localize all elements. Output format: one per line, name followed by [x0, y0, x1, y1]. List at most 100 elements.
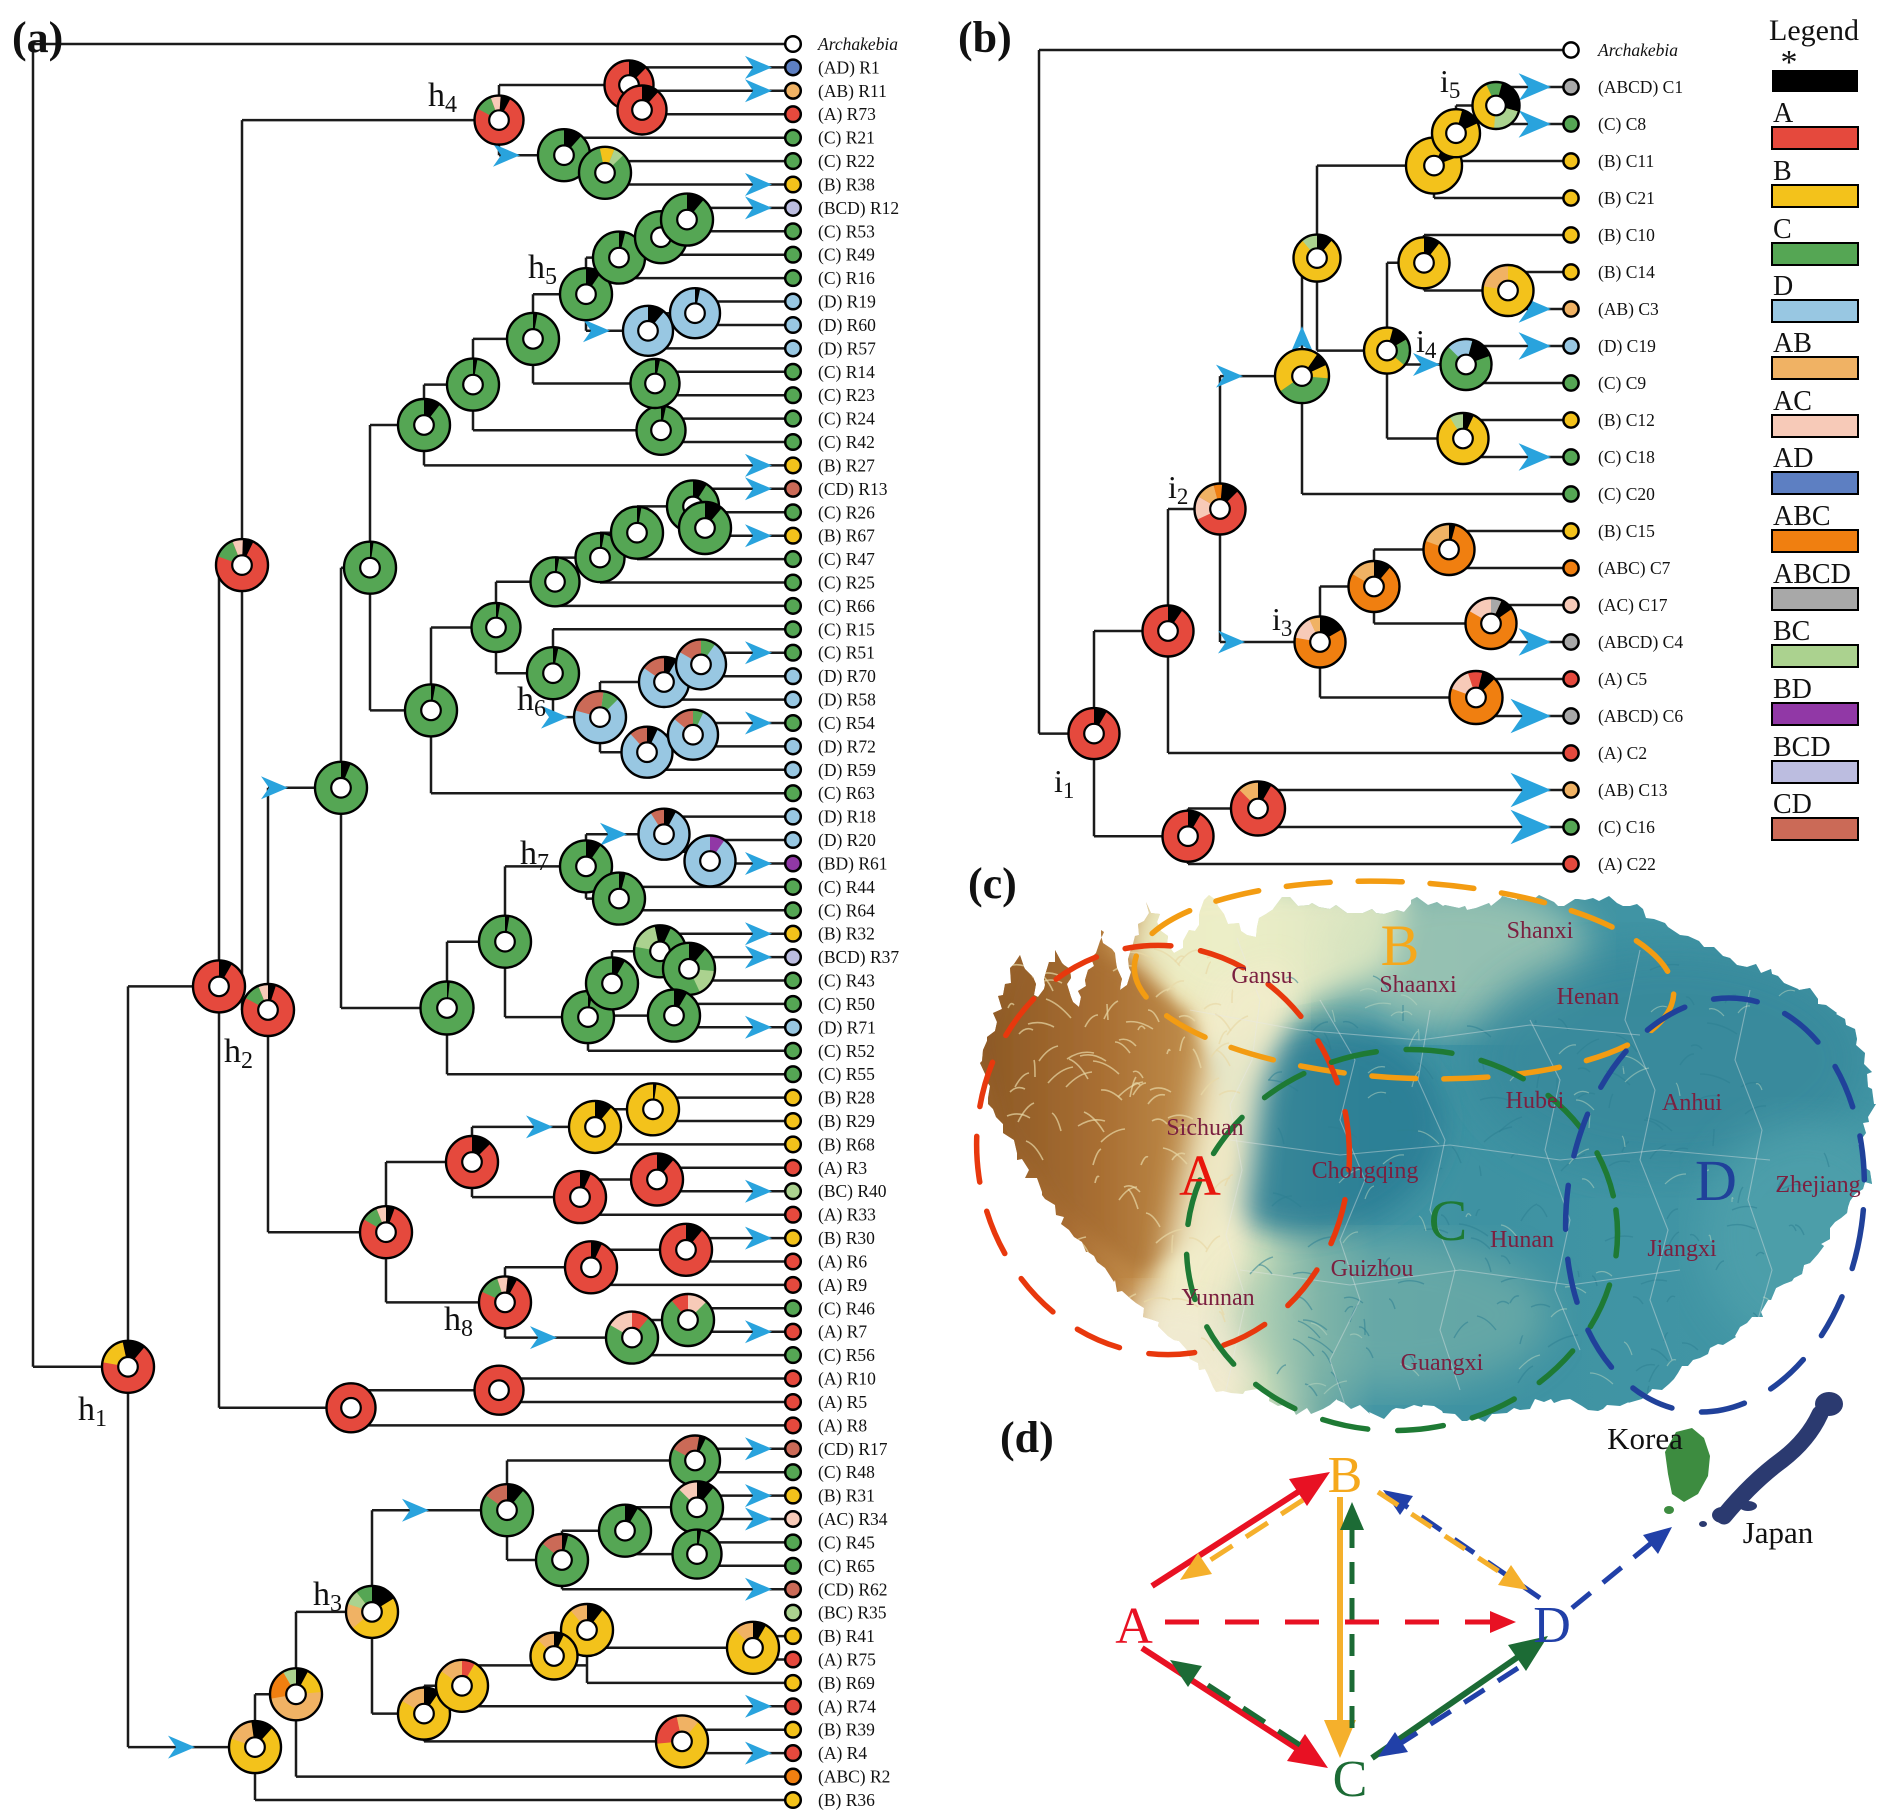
svg-text:BC: BC — [1773, 616, 1810, 647]
svg-text:(C) R55: (C) R55 — [818, 1064, 875, 1084]
svg-text:(C) R44: (C) R44 — [818, 877, 875, 897]
svg-text:(C) R22: (C) R22 — [818, 151, 875, 171]
svg-text:(C) R21: (C) R21 — [818, 128, 875, 148]
svg-text:Chongqing: Chongqing — [1312, 1158, 1419, 1184]
svg-text:BCD: BCD — [1773, 732, 1831, 763]
svg-text:(C) R56: (C) R56 — [818, 1345, 875, 1365]
svg-text:Guangxi: Guangxi — [1401, 1350, 1484, 1376]
svg-text:B: B — [1381, 913, 1420, 978]
svg-text:B: B — [1328, 1447, 1363, 1504]
svg-text:Gansu: Gansu — [1231, 963, 1292, 989]
svg-text:(C) R43: (C) R43 — [818, 971, 875, 991]
svg-text:(C) R23: (C) R23 — [818, 385, 875, 405]
svg-text:(C) R52: (C) R52 — [818, 1041, 875, 1061]
svg-text:Zhejiang: Zhejiang — [1775, 1172, 1860, 1198]
svg-text:(A) R74: (A) R74 — [818, 1696, 876, 1716]
svg-text:(B) R31: (B) R31 — [818, 1486, 875, 1506]
svg-text:ABC: ABC — [1773, 501, 1831, 532]
svg-text:Korea: Korea — [1607, 1421, 1683, 1456]
svg-text:(D) R72: (D) R72 — [818, 736, 876, 756]
svg-text:h4: h4 — [428, 77, 457, 118]
svg-text:(C) C20: (C) C20 — [1598, 484, 1655, 504]
svg-text:(B) R39: (B) R39 — [818, 1720, 875, 1740]
svg-text:C: C — [1773, 214, 1792, 245]
svg-text:(C) R51: (C) R51 — [818, 643, 875, 663]
svg-text:(B) R29: (B) R29 — [818, 1111, 875, 1131]
svg-text:(B) C15: (B) C15 — [1598, 521, 1655, 541]
svg-text:(d): (d) — [1000, 1413, 1054, 1462]
svg-text:(A) R75: (A) R75 — [818, 1650, 876, 1670]
svg-text:(A) R9: (A) R9 — [818, 1275, 867, 1295]
svg-text:D: D — [1533, 1597, 1571, 1654]
svg-text:(A) R7: (A) R7 — [818, 1322, 867, 1342]
svg-text:A: A — [1179, 1143, 1221, 1208]
svg-text:(B) C21: (B) C21 — [1598, 188, 1655, 208]
svg-text:A: A — [1773, 98, 1794, 129]
svg-text:Henan: Henan — [1557, 984, 1620, 1010]
svg-text:(C) R14: (C) R14 — [818, 362, 875, 382]
svg-text:(C) R26: (C) R26 — [818, 502, 875, 522]
svg-text:(D) C19: (D) C19 — [1598, 336, 1656, 356]
svg-text:Guizhou: Guizhou — [1331, 1256, 1414, 1282]
svg-text:(C) R64: (C) R64 — [818, 900, 875, 920]
svg-text:(B) R41: (B) R41 — [818, 1626, 875, 1646]
svg-text:A: A — [1115, 1598, 1153, 1655]
svg-text:(C) R46: (C) R46 — [818, 1298, 875, 1318]
svg-text:(B) C11: (B) C11 — [1598, 151, 1654, 171]
svg-text:(CD) R13: (CD) R13 — [818, 479, 888, 499]
svg-text:(B) R27: (B) R27 — [818, 455, 875, 475]
svg-text:(B) R67: (B) R67 — [818, 526, 875, 546]
svg-text:(B) C14: (B) C14 — [1598, 262, 1655, 282]
svg-text:Hunan: Hunan — [1490, 1227, 1554, 1253]
svg-text:(ABCD) C1: (ABCD) C1 — [1598, 77, 1683, 97]
svg-text:(A) C22: (A) C22 — [1598, 854, 1656, 874]
svg-text:(A) R6: (A) R6 — [818, 1252, 867, 1272]
svg-text:Anhui: Anhui — [1662, 1090, 1722, 1116]
svg-text:(C) R45: (C) R45 — [818, 1532, 875, 1552]
svg-text:(B) C10: (B) C10 — [1598, 225, 1655, 245]
svg-text:Jiangxi: Jiangxi — [1647, 1236, 1717, 1262]
svg-text:(C) R24: (C) R24 — [818, 409, 875, 429]
svg-text:(AC) R34: (AC) R34 — [818, 1509, 888, 1529]
svg-text:(b): (b) — [958, 13, 1012, 62]
svg-text:(BCD) R12: (BCD) R12 — [818, 198, 899, 218]
svg-text:(A) R5: (A) R5 — [818, 1392, 867, 1412]
svg-text:(C) R54: (C) R54 — [818, 713, 875, 733]
svg-text:Archakebia: Archakebia — [1597, 40, 1678, 60]
svg-text:(C) R53: (C) R53 — [818, 221, 875, 241]
svg-text:(ABCD) C4: (ABCD) C4 — [1598, 632, 1683, 652]
svg-text:(B) R69: (B) R69 — [818, 1673, 875, 1693]
svg-text:(A) R8: (A) R8 — [818, 1415, 867, 1435]
svg-text:(A) C2: (A) C2 — [1598, 743, 1647, 763]
svg-text:D: D — [1773, 271, 1793, 302]
svg-text:(c): (c) — [968, 859, 1017, 908]
svg-text:Shaanxi: Shaanxi — [1379, 972, 1457, 998]
svg-text:(C) R42: (C) R42 — [818, 432, 875, 452]
svg-text:(C) C18: (C) C18 — [1598, 447, 1655, 467]
svg-text:(CD) R17: (CD) R17 — [818, 1439, 888, 1459]
svg-text:(C) R49: (C) R49 — [818, 245, 875, 265]
svg-text:(BD) R61: (BD) R61 — [818, 854, 888, 874]
svg-text:(AC) C17: (AC) C17 — [1598, 595, 1668, 615]
svg-text:C: C — [1333, 1751, 1368, 1808]
svg-text:(A) R33: (A) R33 — [818, 1205, 876, 1225]
svg-text:(D) R20: (D) R20 — [818, 830, 876, 850]
svg-text:(A) R4: (A) R4 — [818, 1743, 867, 1763]
svg-text:(C) R16: (C) R16 — [818, 268, 875, 288]
svg-text:(D) R59: (D) R59 — [818, 760, 876, 780]
svg-text:(C) C16: (C) C16 — [1598, 817, 1655, 837]
svg-text:(D) R18: (D) R18 — [818, 807, 876, 827]
svg-text:(C) R15: (C) R15 — [818, 619, 875, 639]
svg-text:(AB) C13: (AB) C13 — [1598, 780, 1668, 800]
svg-text:(B) R28: (B) R28 — [818, 1088, 875, 1108]
svg-text:(C) R63: (C) R63 — [818, 783, 875, 803]
svg-text:Legend: Legend — [1769, 14, 1859, 47]
svg-text:Japan: Japan — [1743, 1515, 1814, 1550]
svg-text:(D) R60: (D) R60 — [818, 315, 876, 335]
svg-text:B: B — [1773, 156, 1792, 187]
svg-text:ABCD: ABCD — [1773, 559, 1851, 590]
svg-text:Shanxi: Shanxi — [1507, 918, 1574, 944]
svg-text:(BC) R40: (BC) R40 — [818, 1181, 887, 1201]
svg-text:(C) R25: (C) R25 — [818, 573, 875, 593]
svg-text:AD: AD — [1773, 443, 1813, 474]
